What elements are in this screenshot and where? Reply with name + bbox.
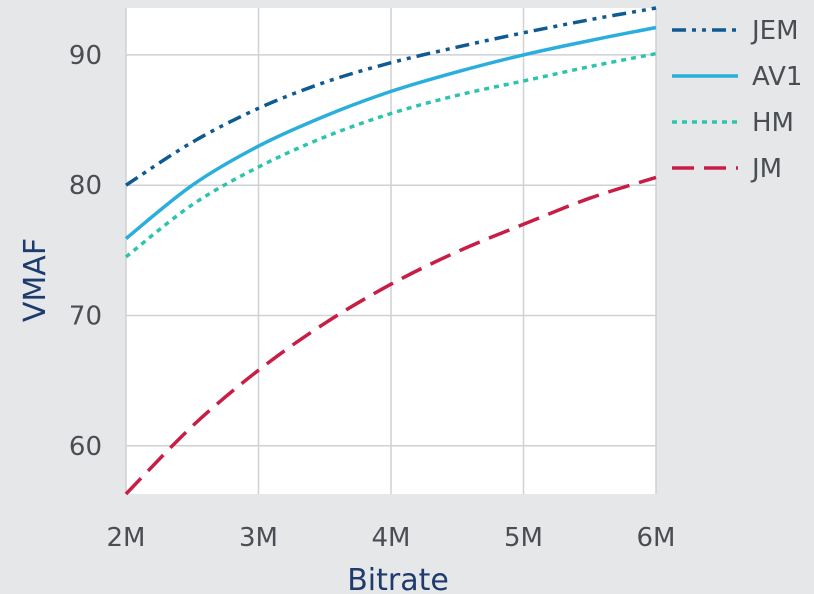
legend-label-hm: HM xyxy=(752,108,794,138)
series-line-hm xyxy=(124,51,657,259)
y-tick-label: 60 xyxy=(69,432,102,462)
x-axis-title: Bitrate xyxy=(347,563,449,594)
y-axis-title: VMAF xyxy=(18,238,53,322)
series-line-av1 xyxy=(124,25,657,240)
x-tick-label: 4M xyxy=(372,523,411,553)
legend-label-av1: AV1 xyxy=(752,62,802,92)
x-tick-label: 3M xyxy=(239,523,278,553)
y-tick-label: 80 xyxy=(69,171,102,201)
grid xyxy=(125,8,657,494)
series-line-jem xyxy=(125,6,657,187)
series-line-jm xyxy=(124,175,657,496)
legend-label-jm: JM xyxy=(750,154,782,184)
x-tick-label: 2M xyxy=(107,523,146,553)
legend: JEM AV1 HM JM xyxy=(672,16,802,184)
series-lines xyxy=(124,6,657,496)
y-tick-labels: 60 70 80 90 xyxy=(69,41,102,462)
x-tick-label: 6M xyxy=(637,523,676,553)
x-tick-label: 5M xyxy=(504,523,543,553)
legend-label-jem: JEM xyxy=(750,16,799,46)
x-tick-labels: 2M 3M 4M 5M 6M xyxy=(107,523,676,553)
y-tick-label: 70 xyxy=(69,301,102,331)
y-tick-label: 90 xyxy=(69,41,102,71)
